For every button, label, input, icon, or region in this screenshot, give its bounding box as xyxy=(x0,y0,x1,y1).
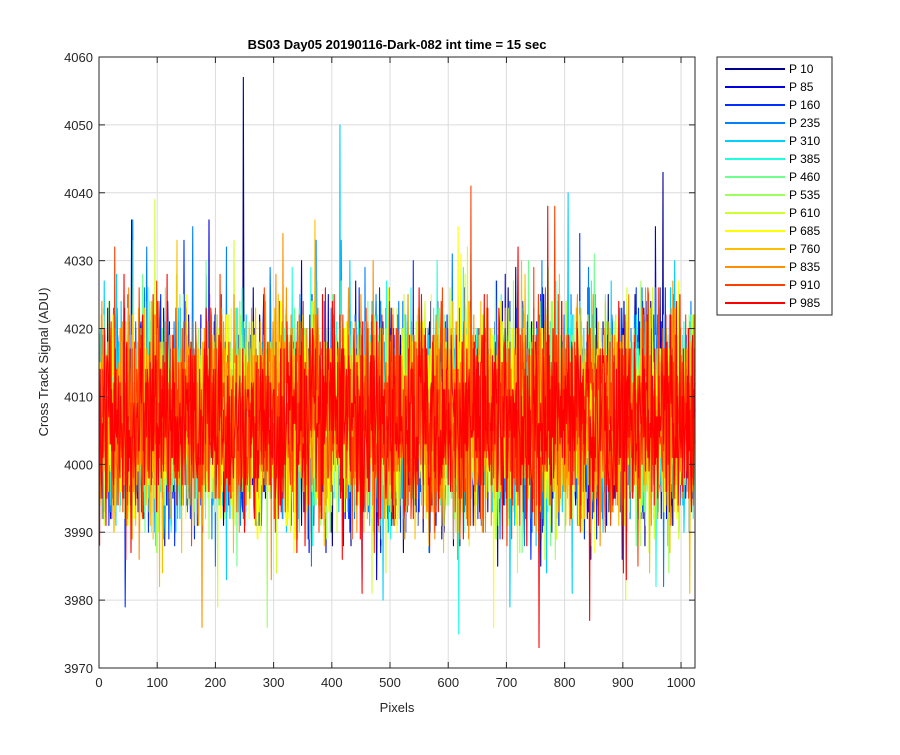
x-axis-label: Pixels xyxy=(380,700,415,715)
x-tick-label: 300 xyxy=(263,675,285,690)
y-tick-label: 3980 xyxy=(64,593,93,608)
legend-label: P 610 xyxy=(789,206,820,220)
legend-label: P 685 xyxy=(789,224,820,238)
plot-frame xyxy=(98,56,696,669)
legend-label: P 10 xyxy=(789,62,814,76)
legend-label: P 310 xyxy=(789,134,820,148)
y-tick-label: 4020 xyxy=(64,322,93,337)
legend-label: P 85 xyxy=(789,80,814,94)
legend-label: P 835 xyxy=(789,260,820,274)
y-tick-label: 4030 xyxy=(64,254,93,269)
y-tick-label: 4060 xyxy=(64,50,93,65)
legend-label: P 160 xyxy=(789,98,820,112)
legend-label: P 760 xyxy=(789,242,820,256)
x-tick-label: 0 xyxy=(95,675,102,690)
x-tick-label: 600 xyxy=(437,675,459,690)
legend-label: P 985 xyxy=(789,296,820,310)
x-tick-label: 1000 xyxy=(667,675,696,690)
x-tick-label: 900 xyxy=(612,675,634,690)
y-tick-label: 3990 xyxy=(64,525,93,540)
y-tick-label: 3970 xyxy=(64,661,93,676)
y-axis-label: Cross Track Signal (ADU) xyxy=(36,288,51,437)
y-tick-label: 4040 xyxy=(64,186,93,201)
series-line xyxy=(99,205,696,649)
legend-label: P 235 xyxy=(789,116,820,130)
legend-label: P 385 xyxy=(789,152,820,166)
x-tick-label: 800 xyxy=(554,675,576,690)
series-layer xyxy=(99,76,696,649)
legend-label: P 910 xyxy=(789,278,820,292)
legend: P 10 P 85 P 160 P 235 P 310 P 385 P 460 P 535 P … xyxy=(716,56,833,316)
series-line xyxy=(99,185,696,567)
x-tick-label: 200 xyxy=(205,675,227,690)
y-tick-label: 4000 xyxy=(64,457,93,472)
x-tick-label: 500 xyxy=(379,675,401,690)
legend-label: P 460 xyxy=(789,170,820,184)
x-tick-label: 100 xyxy=(146,675,168,690)
x-tick-label: 700 xyxy=(496,675,518,690)
y-tick-label: 4050 xyxy=(64,118,93,133)
legend-box xyxy=(716,56,833,316)
tick-layer: 0 100 200 300 400 500 600 700 800 900 1000 3970 3980… xyxy=(64,50,695,690)
legend-label: P 535 xyxy=(789,188,820,202)
x-tick-label: 400 xyxy=(321,675,343,690)
chart-title: BS03 Day05 20190116-Dark-082 int time = … xyxy=(248,37,547,52)
y-tick-label: 4010 xyxy=(64,389,93,404)
